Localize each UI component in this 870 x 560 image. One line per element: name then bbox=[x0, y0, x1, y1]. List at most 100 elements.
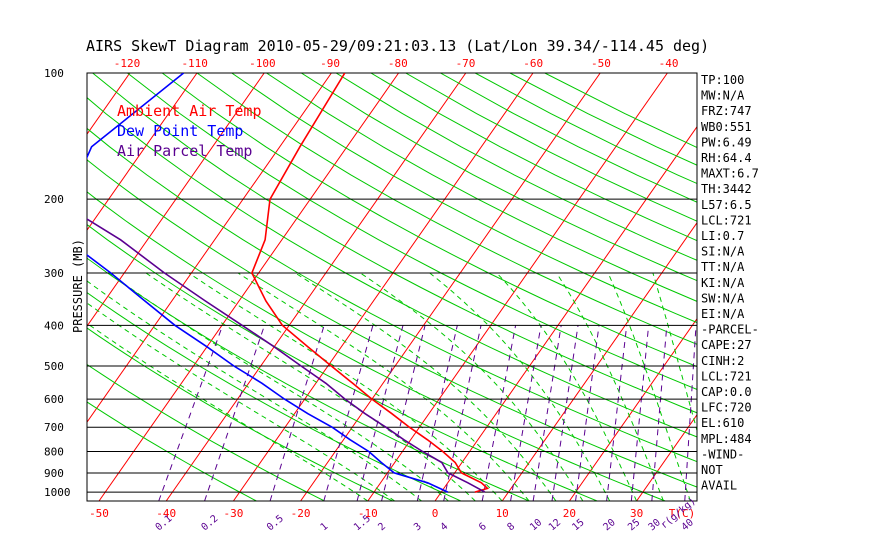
dry-adiabat-line bbox=[301, 73, 697, 282]
isotherm-line bbox=[232, 73, 534, 501]
legend: Ambient Air Temp Dew Point Temp Air Parcel… bbox=[117, 102, 262, 160]
moist-adiabat-line bbox=[360, 272, 584, 501]
index-label: LCL:721 bbox=[701, 369, 752, 383]
dry-adiabat-line bbox=[474, 73, 697, 185]
mixing-ratio-label: 2 bbox=[376, 521, 388, 533]
isotherm-line bbox=[87, 73, 265, 328]
index-label: LI:0.7 bbox=[701, 229, 744, 243]
mixing-ratio-label: 0.5 bbox=[265, 513, 286, 533]
pressure-tick-label: 900 bbox=[44, 467, 64, 480]
dry-adiabat-line bbox=[87, 159, 697, 488]
chart-title: AIRS SkewT Diagram 2010-05-29/09:21:03.1… bbox=[86, 37, 709, 55]
index-label: TP:100 bbox=[701, 73, 744, 87]
index-label: SW:N/A bbox=[701, 291, 745, 305]
index-label: -PARCEL- bbox=[701, 323, 759, 337]
pressure-tick-label: 300 bbox=[44, 267, 64, 280]
legend-entry: Dew Point Temp bbox=[117, 122, 243, 140]
isotherm-line bbox=[87, 73, 198, 232]
mixing-ratio-line bbox=[481, 325, 517, 501]
pressure-tick-label: 500 bbox=[44, 360, 64, 373]
isotherm-line bbox=[0, 73, 63, 501]
mixing-ratio-label: 4 bbox=[439, 521, 451, 533]
pressure-tick-label: 1000 bbox=[44, 486, 71, 499]
isotherm-line bbox=[568, 317, 697, 501]
index-label: NOT bbox=[701, 463, 723, 477]
moist-adiabat-line bbox=[108, 272, 449, 501]
mixing-ratio-label: 20 bbox=[601, 517, 617, 533]
mixing-ratio-line bbox=[551, 325, 579, 501]
bottom-temp-tick-label: -40 bbox=[156, 507, 176, 520]
moist-adiabat-line bbox=[237, 272, 530, 501]
index-label: AVAIL bbox=[701, 479, 737, 493]
dry-adiabat-line bbox=[87, 257, 530, 501]
index-label: CAP:0.0 bbox=[701, 385, 752, 399]
index-label: LCL:721 bbox=[701, 213, 752, 227]
mixing-ratio-label: 6 bbox=[477, 521, 489, 533]
bottom-temp-tick-label: -50 bbox=[89, 507, 109, 520]
dry-adiabat-line bbox=[87, 327, 393, 501]
series-line bbox=[251, 73, 490, 493]
mixing-ratio-line bbox=[510, 325, 542, 501]
moist-adiabat-line bbox=[87, 322, 369, 501]
moist-adiabat-line bbox=[145, 272, 476, 501]
mixing-ratio-line bbox=[443, 325, 482, 501]
mixing-ratio-line bbox=[416, 325, 458, 501]
bottom-temp-tick-label: 0 bbox=[432, 507, 439, 520]
dry-adiabat-line bbox=[92, 73, 697, 414]
top-temp-tick-label: -110 bbox=[181, 57, 208, 70]
index-label: LFC:720 bbox=[701, 401, 752, 415]
moist-adiabat-line bbox=[87, 280, 422, 501]
pressure-tick-label: 600 bbox=[44, 393, 64, 406]
top-temp-tick-label: -80 bbox=[388, 57, 408, 70]
mixing-ratio-label: 3 bbox=[412, 521, 424, 533]
pressure-tick-label: 800 bbox=[44, 446, 64, 459]
isotherm-line bbox=[87, 73, 131, 136]
dry-adiabat-line bbox=[87, 224, 598, 501]
bottom-temp-tick-label: 10 bbox=[496, 507, 509, 520]
bottom-temp-tick-label: -30 bbox=[223, 507, 243, 520]
top-temp-tick-label: -120 bbox=[114, 57, 141, 70]
mixing-ratio-label: 8 bbox=[505, 521, 517, 533]
index-label: WB0:551 bbox=[701, 120, 752, 134]
moist-adiabat-line bbox=[652, 272, 697, 433]
dry-adiabat-line bbox=[87, 191, 666, 501]
mixing-ratio-line bbox=[356, 325, 404, 501]
moist-adiabat-line bbox=[188, 272, 503, 501]
isotherm-line bbox=[87, 73, 332, 424]
isotherm-line bbox=[300, 73, 601, 501]
index-label: SI:N/A bbox=[701, 245, 745, 259]
index-label: EI:N/A bbox=[701, 307, 745, 321]
bottom-temp-tick-label: 20 bbox=[563, 507, 576, 520]
top-temp-tick-label: -40 bbox=[659, 57, 679, 70]
moist-adiabat-line bbox=[87, 302, 395, 501]
index-label: TH:3442 bbox=[701, 182, 752, 196]
pressure-tick-label: 700 bbox=[44, 421, 64, 434]
top-temp-tick-label: -70 bbox=[456, 57, 476, 70]
isotherm-line bbox=[501, 221, 697, 501]
mixing-ratio-line bbox=[204, 325, 265, 501]
series-line bbox=[87, 73, 449, 493]
top-temp-tick-label: -60 bbox=[523, 57, 543, 70]
dry-adiabat-line bbox=[87, 363, 325, 501]
dry-adiabat-line bbox=[87, 97, 697, 438]
pressure-tick-label: 400 bbox=[44, 319, 64, 332]
dry-adiabat-line bbox=[370, 73, 697, 242]
mixing-ratio-label: 0.2 bbox=[199, 513, 220, 533]
index-label: TT:N/A bbox=[701, 260, 745, 274]
isotherm-line bbox=[771, 73, 870, 501]
mixing-ratio-line bbox=[158, 325, 224, 501]
isotherm-line bbox=[636, 413, 697, 501]
index-label: MW:N/A bbox=[701, 89, 745, 103]
index-label: MAXT:6.7 bbox=[701, 167, 759, 181]
index-label: L57:6.5 bbox=[701, 198, 752, 212]
mixing-ratio-line bbox=[630, 325, 650, 501]
temp-axis-unit: T(C) bbox=[669, 507, 696, 520]
mixing-ratio-label: 10 bbox=[528, 517, 544, 533]
bottom-temp-tick-label: -10 bbox=[358, 507, 378, 520]
moist-adiabat-line bbox=[607, 272, 691, 501]
dry-adiabat-line bbox=[196, 73, 697, 345]
mixing-ratio-line bbox=[323, 325, 374, 501]
mixing-ratio-line bbox=[684, 325, 697, 501]
